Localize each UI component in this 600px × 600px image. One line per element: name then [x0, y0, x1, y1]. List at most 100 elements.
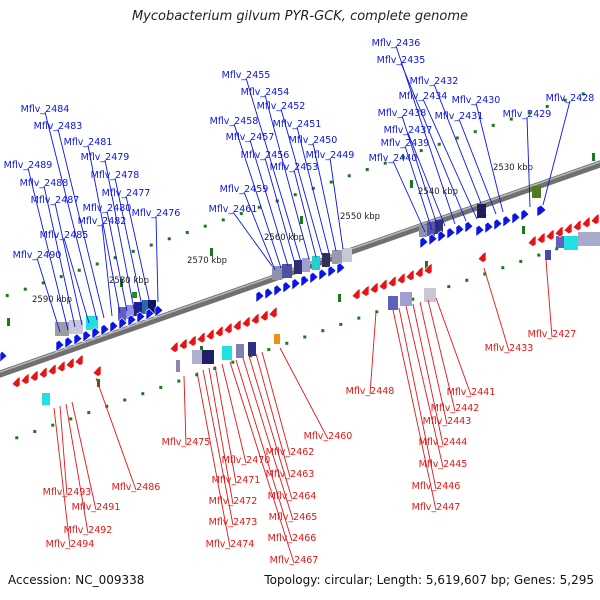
label-leader: [422, 98, 478, 220]
scale-dot-upper: [491, 123, 495, 127]
reverse-gene-label: Mflv_2443: [423, 416, 472, 427]
reverse-gene-label: Mflv_2464: [268, 491, 317, 502]
scale-dot-upper: [203, 224, 207, 228]
label-leader: [433, 83, 487, 217]
reverse-gene-arrow: [414, 265, 424, 278]
feature-box: [294, 260, 302, 274]
scale-dot-lower: [447, 285, 451, 289]
reverse-gene-arrow: [241, 315, 251, 328]
label-leader: [401, 115, 439, 229]
label-leader: [312, 142, 337, 252]
reverse-gene-label: Mflv_2442: [431, 403, 480, 414]
reverse-gene-arrow: [387, 275, 397, 288]
label-leader: [87, 144, 121, 314]
forward-gene-arrow: [127, 314, 137, 327]
label-leader: [419, 301, 448, 425]
forward-gene-label: Mflv_2436: [372, 38, 421, 49]
forward-gene-arrow: [464, 221, 474, 234]
scale-dot-upper: [95, 262, 99, 266]
scale-dot-upper: [167, 237, 171, 241]
scale-dot-upper: [329, 180, 333, 184]
label-leader: [264, 157, 296, 265]
label-leader: [196, 371, 231, 548]
forward-gene-label: Mflv_2435: [377, 55, 426, 66]
forward-gene-arrow: [327, 265, 337, 278]
forward-gene-label: Mflv_2455: [222, 70, 271, 81]
label-leader: [71, 401, 97, 511]
scale-dot-upper: [149, 243, 153, 247]
feature-box: [148, 300, 156, 314]
scale-label: 2590 kbp: [32, 295, 72, 305]
label-leader: [369, 311, 377, 395]
feature-box: [342, 248, 352, 262]
label-leader: [54, 202, 83, 326]
reverse-gene-label: Mflv_2447: [412, 502, 461, 513]
label-leader: [412, 303, 444, 446]
scale-label: 2530 kbp: [493, 163, 533, 173]
reverse-gene-arrow: [74, 353, 84, 366]
reverse-gene-arrow: [205, 328, 215, 341]
label-leader: [405, 305, 444, 468]
label-leader: [214, 365, 237, 484]
forward-gene-label: Mflv_2450: [289, 135, 338, 146]
label-leader: [202, 369, 234, 526]
label-leader: [44, 111, 98, 321]
scale-dot-upper: [365, 167, 369, 171]
label-leader: [279, 347, 329, 440]
feature-box: [134, 302, 142, 316]
reverse-gene-arrow: [56, 360, 66, 373]
label-leader: [427, 299, 456, 412]
label-leader: [542, 100, 571, 206]
reverse-gene-label: Mflv_2460: [304, 431, 353, 442]
feature-box: [274, 334, 280, 344]
reverse-gene-arrow: [545, 228, 555, 241]
label-leader: [233, 123, 282, 269]
forward-gene-label: Mflv_2439: [381, 138, 430, 149]
forward-gene-label: Mflv_2428: [546, 93, 595, 104]
label-leader: [483, 267, 510, 352]
forward-gene-arrow: [484, 221, 494, 234]
scale-dot-upper: [23, 287, 27, 291]
scale-dot-lower: [339, 322, 343, 326]
feature-box: [435, 220, 443, 234]
scale-dot-upper: [347, 174, 351, 178]
forward-gene-arrow: [502, 215, 512, 228]
forward-gene-label: Mflv_2481: [64, 137, 113, 148]
reverse-gene-label: Mflv_2427: [528, 329, 577, 340]
feature-box: [236, 344, 244, 358]
label-leader: [208, 367, 234, 505]
scale-major-tick: [522, 226, 525, 234]
feature-box: [202, 350, 214, 364]
reverse-gene-label: Mflv_2466: [268, 533, 317, 544]
scale-major-tick: [210, 248, 213, 256]
forward-gene-label: Mflv_2482: [78, 216, 127, 227]
label-leader: [232, 211, 273, 267]
forward-gene-label: Mflv_2454: [241, 87, 290, 98]
scale-label: 2570 kbp: [187, 256, 227, 266]
forward-gene-arrow: [145, 308, 155, 321]
scale-dot-lower: [411, 297, 415, 301]
feature-box: [86, 316, 98, 330]
feature-box: [556, 236, 564, 248]
reverse-gene-label: Mflv_2475: [162, 437, 211, 448]
scale-dot-upper: [5, 293, 9, 297]
forward-gene-arrow: [64, 336, 74, 349]
forward-gene-arrow: [437, 230, 447, 243]
feature-box: [282, 264, 292, 278]
scale-dot-upper: [563, 98, 567, 102]
label-leader: [125, 195, 151, 305]
reverse-gene-arrow: [360, 284, 370, 297]
reverse-gene-arrow: [527, 234, 537, 247]
forward-gene-arrow: [91, 327, 101, 340]
label-leader: [245, 77, 302, 263]
label-leader: [400, 62, 467, 222]
forward-gene-arrow: [493, 218, 503, 231]
label-leader: [280, 108, 323, 256]
forward-gene-label: Mflv_2429: [503, 109, 552, 120]
gene-arrow-layer: [0, 204, 600, 388]
forward-gene-arrow: [318, 268, 328, 282]
scale-dot-lower: [33, 429, 37, 433]
label-leader: [27, 167, 69, 331]
reverse-gene-label: Mflv_2470: [222, 455, 271, 466]
